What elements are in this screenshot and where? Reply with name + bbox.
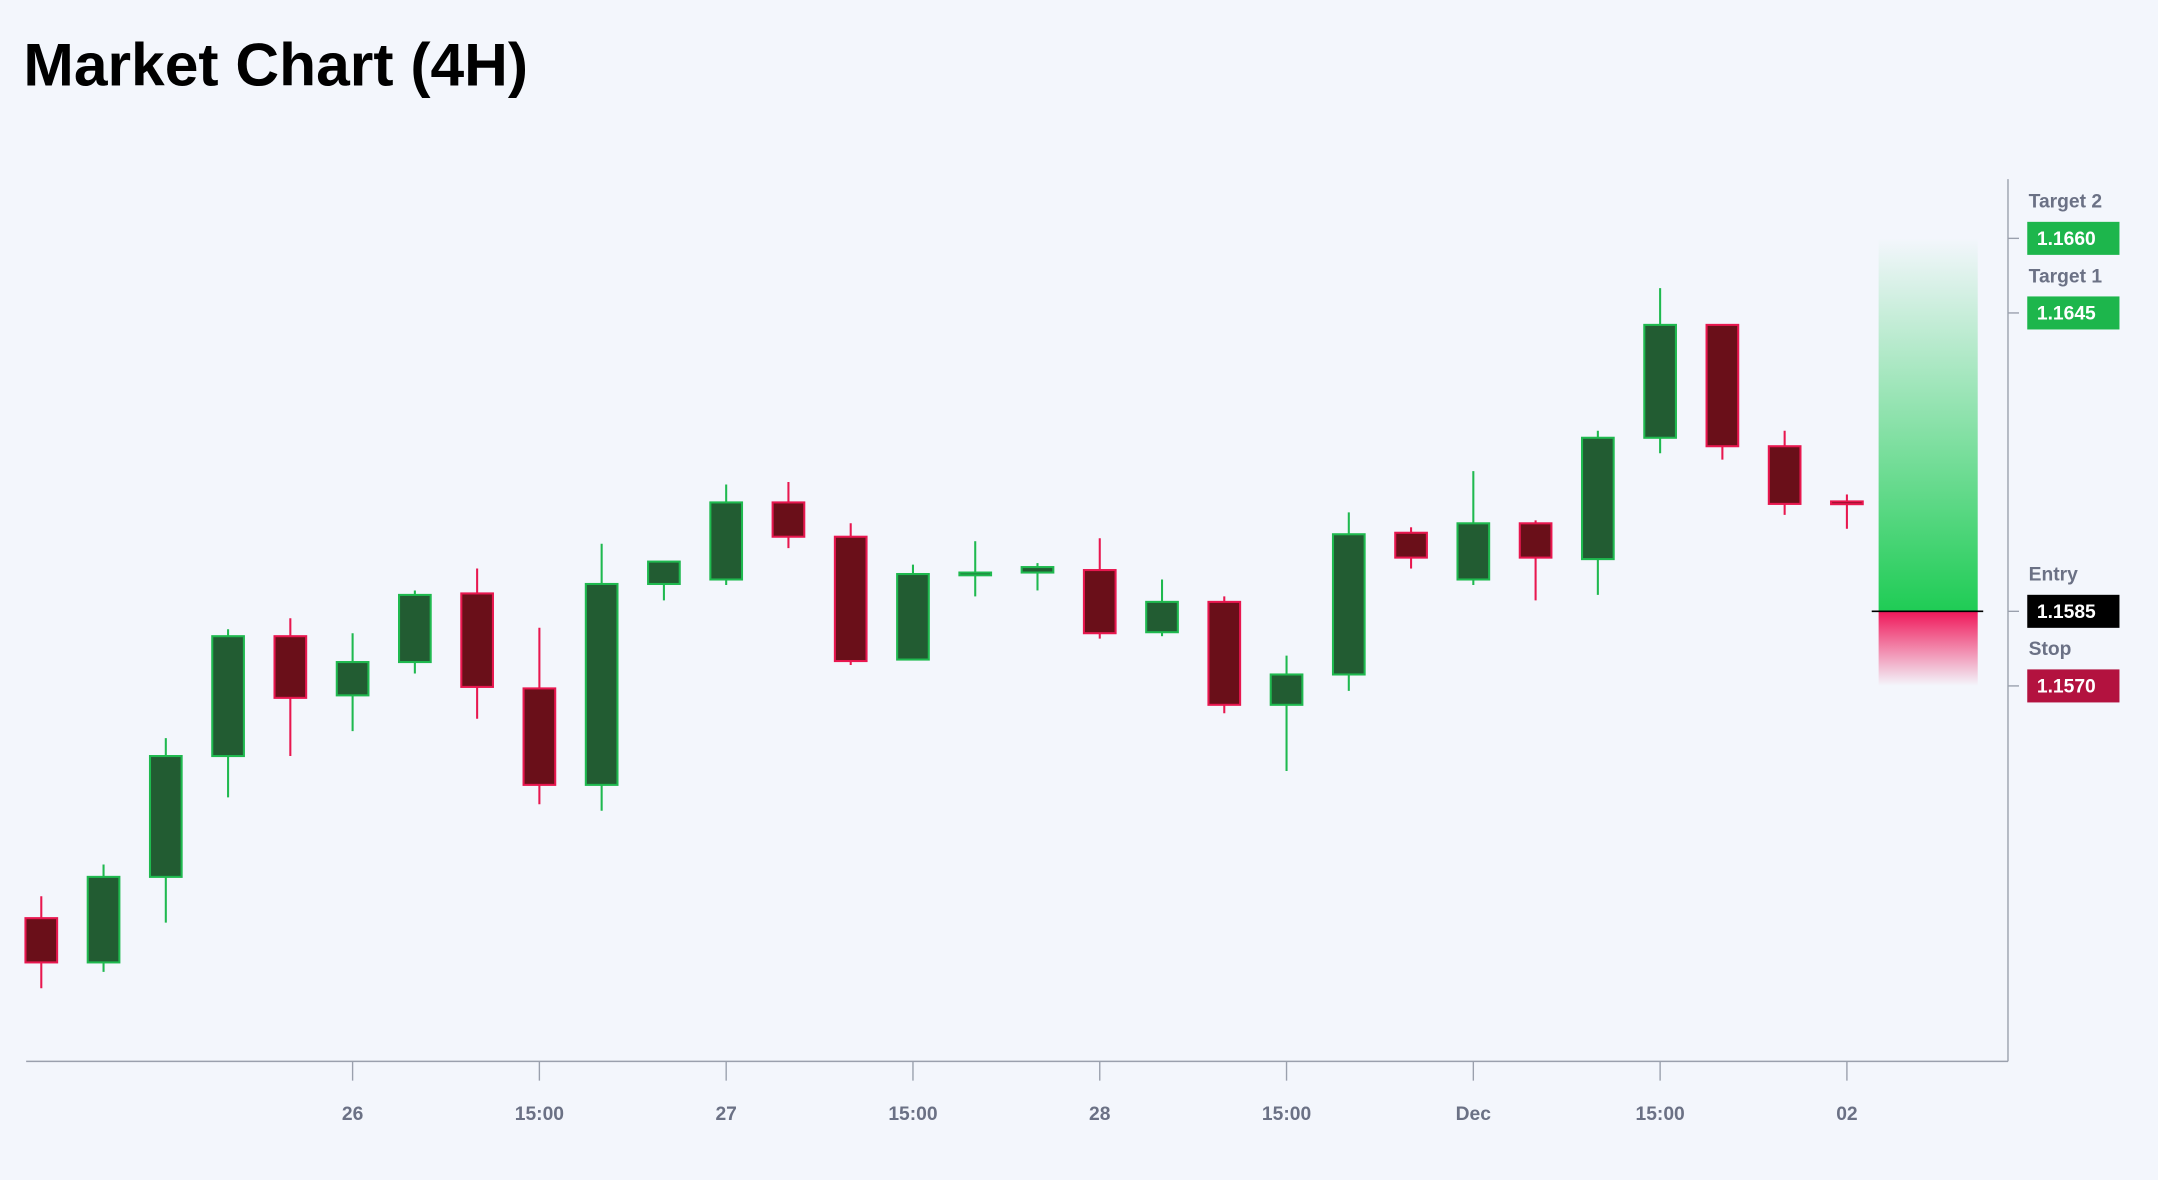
candle-body bbox=[148, 755, 183, 878]
x-tick-label: 26 bbox=[342, 1104, 364, 1125]
candle-body bbox=[771, 501, 806, 538]
level-name: Stop bbox=[2029, 639, 2072, 660]
candle-body bbox=[896, 572, 930, 661]
candle-body bbox=[398, 593, 432, 664]
level-name: Target 1 bbox=[2029, 266, 2103, 287]
candle-body bbox=[86, 875, 121, 964]
level-label: 1.1660 bbox=[2037, 229, 2096, 250]
candle-body bbox=[1082, 569, 1117, 635]
x-tick-label: 15:00 bbox=[515, 1104, 564, 1125]
profit-zone bbox=[1878, 238, 1978, 612]
candle-body bbox=[1207, 600, 1242, 706]
level-label: 1.1645 bbox=[2037, 303, 2096, 324]
level-box bbox=[2027, 221, 2120, 255]
candle-body bbox=[1020, 566, 1055, 574]
x-tick-label: 15:00 bbox=[1262, 1104, 1311, 1125]
candle-body bbox=[1643, 323, 1677, 439]
x-tick-label: Dec bbox=[1456, 1104, 1492, 1125]
candle-body bbox=[584, 582, 619, 786]
candle-body bbox=[522, 687, 557, 786]
loss-zone bbox=[1878, 611, 1978, 686]
level-box bbox=[2027, 296, 2120, 330]
level-label: 1.1570 bbox=[2037, 676, 2096, 697]
chart-title: Market Chart (4H) bbox=[23, 31, 528, 99]
x-tick-label: 28 bbox=[1089, 1104, 1111, 1125]
level-name: Entry bbox=[2029, 565, 2079, 586]
candle-body bbox=[460, 592, 494, 688]
candle-body bbox=[1580, 436, 1615, 561]
candle-body bbox=[1456, 522, 1491, 581]
candle-body bbox=[1767, 445, 1802, 505]
candle-body bbox=[647, 560, 681, 586]
candle-body bbox=[1518, 522, 1553, 559]
candle-body bbox=[958, 571, 993, 577]
level-box bbox=[2027, 594, 2120, 628]
candle-body bbox=[1331, 533, 1366, 676]
candle-body bbox=[709, 501, 744, 581]
level-name: Target 2 bbox=[2029, 192, 2102, 213]
candle-body bbox=[1830, 500, 1864, 506]
x-tick-label: 02 bbox=[1836, 1104, 1857, 1125]
candle-body bbox=[273, 635, 308, 699]
level-box bbox=[2027, 669, 2120, 703]
candle-body bbox=[1269, 673, 1304, 706]
x-tick-label: 15:00 bbox=[1636, 1104, 1685, 1125]
candle-body bbox=[1705, 323, 1740, 448]
candle-body bbox=[1394, 531, 1428, 559]
x-tick-label: 27 bbox=[715, 1104, 736, 1125]
candle-body bbox=[1145, 600, 1179, 634]
candle-body bbox=[211, 635, 245, 758]
x-tick-label: 15:00 bbox=[888, 1104, 937, 1125]
level-label: 1.1585 bbox=[2037, 602, 2096, 623]
candle-body bbox=[335, 661, 370, 697]
candle-body bbox=[24, 917, 59, 964]
candle-body bbox=[833, 535, 868, 663]
